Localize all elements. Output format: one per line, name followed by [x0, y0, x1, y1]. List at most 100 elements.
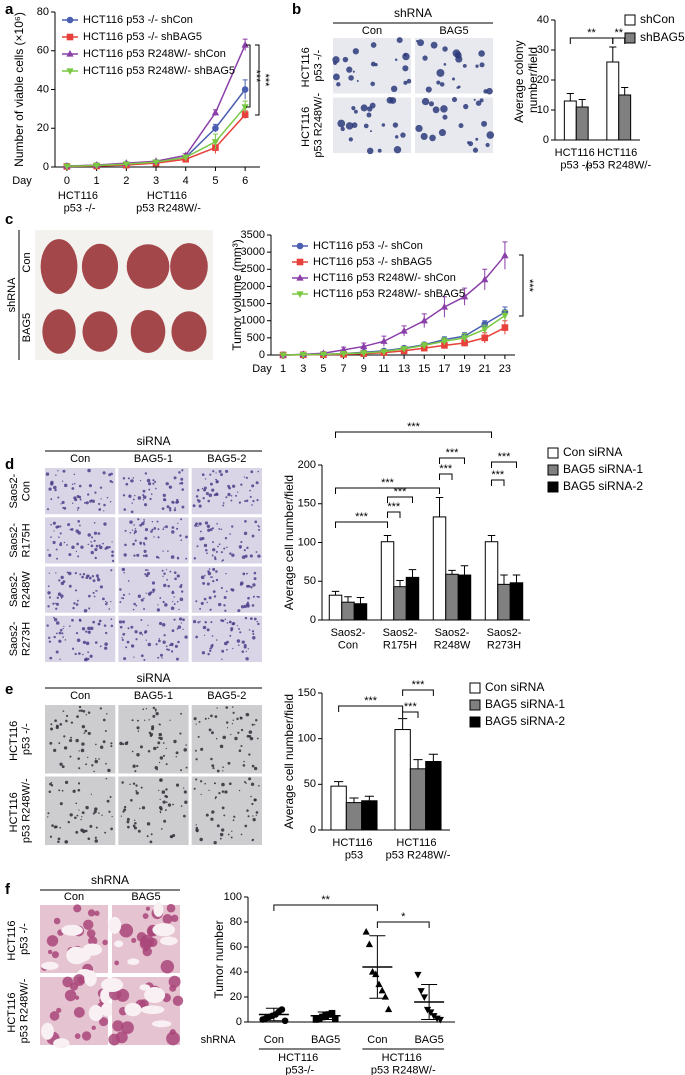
- error-bar: [383, 535, 392, 542]
- alveolus: [139, 984, 151, 991]
- photo-speck: [85, 714, 87, 716]
- x-tick-label: 11: [378, 363, 389, 375]
- y-tick-label: 0: [310, 824, 316, 836]
- series-line: [283, 311, 506, 356]
- photo-speck: [222, 770, 224, 772]
- photo-speck: [227, 484, 231, 488]
- photo-speck: [159, 653, 163, 657]
- photo-speck: [255, 811, 259, 814]
- photo-speck: [229, 533, 231, 535]
- photo-speck: [93, 522, 96, 524]
- photo-speck: [153, 536, 155, 538]
- photo-column-label: BAG5-2: [207, 690, 246, 702]
- photo-speck: [148, 488, 151, 491]
- photo-speck: [48, 596, 52, 599]
- photo-speck: [135, 604, 138, 607]
- photo-speck: [110, 618, 113, 621]
- significance: ***: [491, 469, 505, 481]
- photo-speck: [165, 525, 168, 529]
- photo-speck: [55, 602, 59, 606]
- photo-speck: [157, 528, 160, 531]
- photo-speck: [126, 825, 130, 829]
- photo-speck: [211, 635, 214, 637]
- photo-speck: [173, 596, 175, 598]
- alveolus: [100, 988, 111, 1004]
- photo-speck: [366, 112, 372, 118]
- photo-speck: [248, 753, 251, 756]
- photo-speck: [240, 483, 243, 486]
- photo-speck: [221, 649, 225, 653]
- bracket: [402, 689, 434, 696]
- photo-speck: [119, 588, 122, 591]
- marker: [481, 334, 489, 342]
- photo-speck: [162, 493, 166, 497]
- photo-speck: [134, 528, 137, 530]
- photo-speck: [75, 603, 79, 606]
- photo-speck: [209, 473, 212, 476]
- photo-speck: [67, 523, 71, 527]
- photo-speck: [105, 762, 107, 765]
- photo-speck: [235, 494, 237, 497]
- photo-speck: [215, 493, 219, 497]
- photo-speck: [73, 602, 76, 605]
- photo-speck: [139, 807, 141, 810]
- photo-speck: [166, 1031, 180, 1046]
- photo-speck: [108, 810, 111, 813]
- error-bar: [413, 759, 423, 769]
- photo-speck: [98, 619, 102, 623]
- photo-speck: [351, 106, 356, 111]
- photo-speck: [231, 525, 234, 528]
- error-bar: [398, 718, 408, 730]
- photo-speck: [50, 723, 53, 726]
- photo-speck: [97, 532, 101, 535]
- x-tick-label: 6: [242, 175, 248, 187]
- photo-speck: [165, 482, 169, 486]
- photo-speck: [242, 764, 246, 767]
- photo-speck: [74, 589, 78, 592]
- photo-speck: [176, 600, 179, 603]
- photo-speck: [87, 630, 91, 634]
- marker: [400, 346, 408, 353]
- photo-speck: [167, 584, 170, 588]
- photo-speck: [245, 476, 248, 479]
- photo-speck: [121, 1021, 134, 1035]
- photo-speck: [80, 748, 85, 753]
- significance: ***: [523, 279, 535, 293]
- photo-speck: [226, 546, 228, 549]
- photo-speck: [93, 539, 96, 542]
- photo-speck: [104, 646, 108, 650]
- photo-speck: [81, 627, 86, 631]
- photo-speck: [171, 530, 175, 534]
- photo-speck: [196, 488, 200, 492]
- x-tick-label: 1: [280, 363, 286, 375]
- photo-speck: [133, 825, 136, 828]
- photo-speck: [207, 528, 211, 532]
- photo-speck: [228, 782, 232, 786]
- photo-speck: [202, 496, 205, 500]
- photo-speck: [155, 487, 157, 490]
- photo-speck: [99, 645, 102, 648]
- photo-speck: [203, 597, 207, 601]
- photo-speck: [56, 557, 58, 560]
- photo-speck: [96, 578, 101, 582]
- photo-speck: [126, 640, 130, 644]
- photo-speck: [48, 553, 52, 557]
- photo-speck: [166, 579, 169, 581]
- photo-speck: [175, 500, 179, 504]
- series-line: [283, 314, 506, 356]
- photo-speck: [135, 638, 138, 641]
- y-tick-label: 2000: [241, 280, 265, 292]
- marker: [420, 342, 428, 350]
- photo-speck: [57, 470, 59, 472]
- photo-speck: [218, 528, 221, 530]
- photo-speck: [62, 976, 74, 988]
- photo-speck: [152, 479, 155, 482]
- photo-speck: [88, 576, 92, 580]
- bar: [330, 785, 347, 831]
- significance: ***: [259, 74, 271, 88]
- photo-speck: [213, 595, 217, 598]
- photo-speck: [243, 760, 245, 763]
- photo-speck: [60, 503, 62, 505]
- photo-speck: [142, 499, 145, 501]
- photo-speck: [69, 813, 73, 817]
